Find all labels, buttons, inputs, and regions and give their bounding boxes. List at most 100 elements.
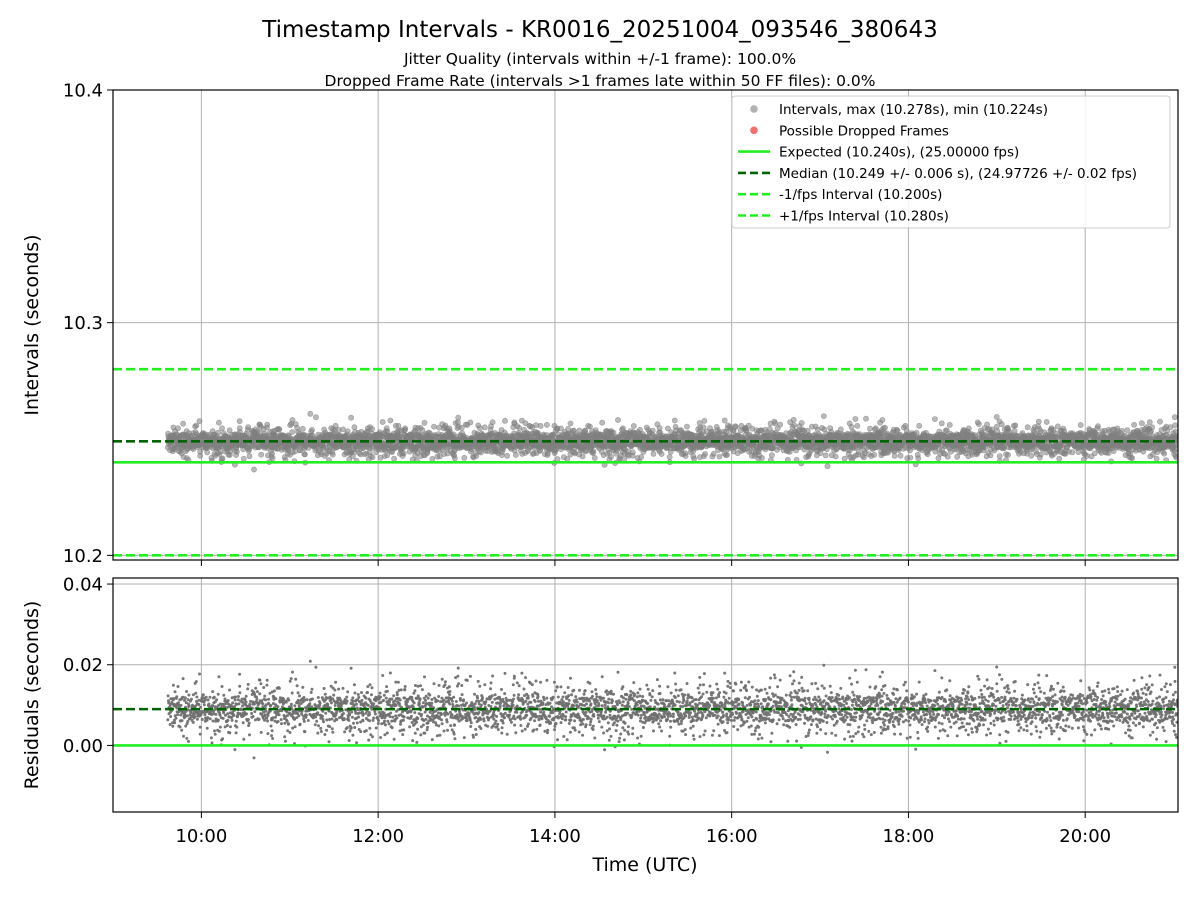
residual-point — [320, 714, 324, 718]
interval-point — [1153, 455, 1160, 462]
interval-point — [384, 452, 391, 458]
residual-point — [308, 702, 312, 706]
interval-point — [590, 448, 597, 454]
interval-point — [431, 423, 437, 430]
interval-point — [798, 420, 805, 426]
residual-point — [298, 722, 302, 726]
residual-point — [343, 730, 347, 734]
interval-point — [932, 416, 938, 422]
residual-point — [328, 718, 331, 721]
interval-point — [649, 427, 656, 434]
residual-point — [333, 688, 337, 692]
residual-point — [322, 720, 326, 724]
residual-point — [304, 713, 308, 717]
residual-point — [176, 713, 180, 717]
residual-point — [283, 721, 287, 725]
residual-point — [297, 714, 301, 718]
residual-point — [202, 703, 206, 707]
interval-point — [467, 419, 474, 426]
interval-point — [630, 423, 637, 429]
interval-point — [832, 453, 839, 460]
residual-point — [205, 726, 209, 730]
y-tick-label: 10.4 — [63, 81, 103, 102]
residual-point — [342, 712, 345, 715]
residual-point — [198, 725, 202, 729]
residual-point — [293, 725, 297, 729]
residual-point — [297, 701, 300, 705]
interval-point — [820, 413, 827, 419]
residual-point — [177, 701, 180, 705]
residual-point — [203, 698, 207, 702]
interval-point — [579, 453, 586, 460]
residual-point — [250, 712, 254, 715]
residual-point — [277, 713, 281, 717]
interval-point — [537, 422, 544, 429]
legend-marker — [750, 105, 758, 113]
residual-point — [298, 694, 301, 698]
residual-point — [189, 697, 193, 701]
residual-point — [309, 691, 313, 694]
residual-point — [241, 721, 245, 725]
interval-point — [701, 417, 708, 424]
interval-point — [946, 421, 953, 428]
residual-point — [276, 720, 280, 723]
residual-point — [173, 721, 177, 725]
interval-point — [902, 422, 909, 429]
residual-point — [341, 686, 345, 690]
residual-point — [246, 687, 250, 691]
interval-point — [236, 418, 243, 425]
residual-point — [310, 687, 314, 691]
interval-point — [340, 426, 346, 433]
interval-point — [1056, 455, 1063, 462]
interval-point — [351, 424, 358, 431]
residual-point — [287, 722, 291, 726]
residual-point — [293, 704, 297, 708]
interval-point — [369, 454, 376, 461]
residual-point — [185, 736, 189, 740]
residual-point — [248, 702, 252, 706]
residual-point — [251, 715, 255, 718]
residual-point — [216, 718, 220, 722]
residual-point — [187, 739, 190, 743]
residual-point — [179, 703, 183, 707]
interval-point — [502, 417, 508, 424]
residual-point — [258, 692, 262, 696]
residual-point — [176, 685, 180, 688]
residual-point — [218, 725, 222, 729]
interval-point — [854, 422, 861, 429]
interval-point — [759, 455, 765, 461]
interval-point — [251, 466, 257, 473]
interval-point — [1077, 422, 1084, 428]
residual-point — [316, 696, 320, 699]
interval-point — [246, 453, 253, 460]
residual-point — [191, 720, 195, 724]
residual-point — [308, 659, 312, 663]
interval-point — [1172, 422, 1178, 429]
residual-point — [274, 697, 278, 701]
residual-point — [266, 714, 270, 717]
residual-point — [220, 685, 224, 688]
residual-point — [210, 741, 214, 745]
interval-point — [1028, 452, 1035, 459]
residual-point — [316, 731, 320, 735]
residual-point — [267, 697, 271, 701]
residual-point — [301, 685, 305, 689]
interval-point — [938, 420, 945, 427]
residual-point — [171, 683, 175, 687]
interval-point — [196, 418, 203, 424]
residual-point — [233, 698, 237, 702]
interval-point — [1124, 427, 1131, 433]
interval-point — [379, 419, 386, 425]
interval-point — [1161, 450, 1168, 457]
residual-point — [259, 682, 263, 686]
residual-point — [185, 714, 189, 718]
residual-point — [322, 687, 326, 690]
residual-point — [231, 701, 235, 705]
interval-point — [219, 455, 226, 462]
residual-point — [234, 719, 238, 723]
residual-point — [205, 718, 209, 722]
interval-point — [1024, 424, 1031, 431]
residual-point — [244, 694, 248, 698]
residual-point — [229, 725, 232, 729]
residual-point — [235, 725, 239, 729]
